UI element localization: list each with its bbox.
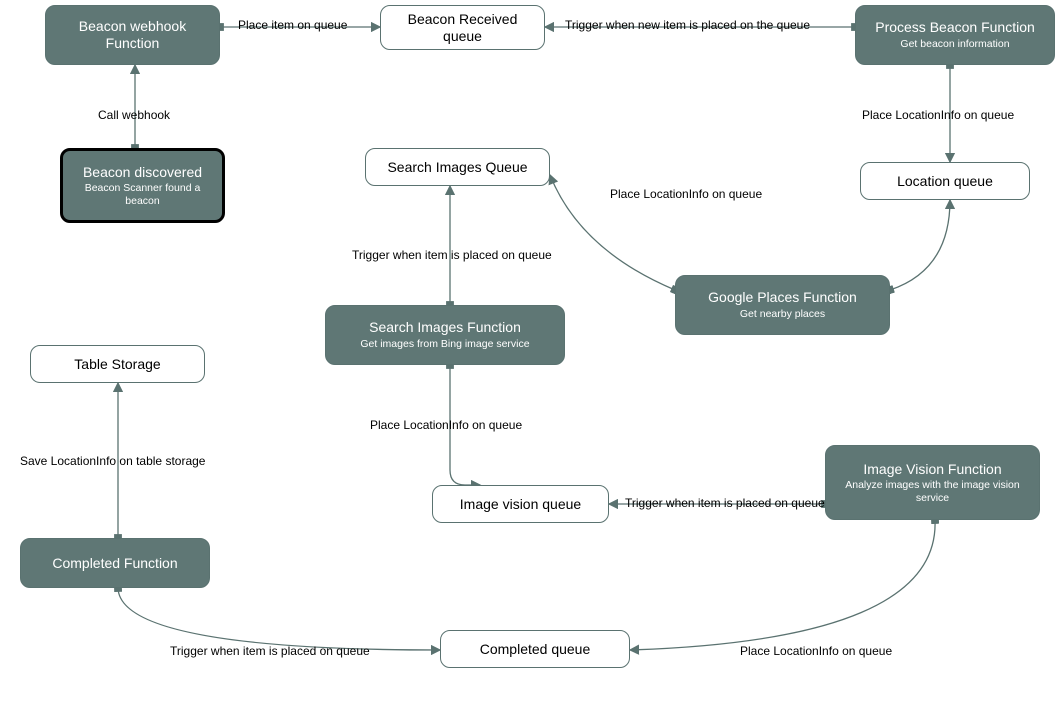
- node-title: Beacon Received queue: [389, 11, 536, 45]
- node-title: Image vision queue: [460, 496, 581, 513]
- edge-label: Trigger when item is placed on queue: [170, 644, 370, 658]
- node-search-images-fn: Search Images Function Get images from B…: [325, 305, 565, 365]
- edge-label: Call webhook: [98, 108, 170, 122]
- node-table-storage: Table Storage: [30, 345, 205, 383]
- node-image-vision-fn: Image Vision Function Analyze images wit…: [825, 445, 1040, 520]
- node-title: Image Vision Function: [863, 461, 1001, 478]
- node-subtitle: Get images from Bing image service: [360, 338, 529, 351]
- node-title: Table Storage: [74, 356, 160, 373]
- node-title: Completed queue: [480, 641, 591, 658]
- edge-label: Place LocationInfo on queue: [610, 187, 762, 201]
- node-subtitle: Get beacon information: [900, 38, 1009, 51]
- edge-label: Trigger when item is placed on queue: [625, 496, 825, 510]
- node-title: Search Images Queue: [387, 159, 527, 176]
- node-subtitle: Analyze images with the image vision ser…: [834, 479, 1031, 504]
- node-completed-queue: Completed queue: [440, 630, 630, 668]
- node-title: Location queue: [897, 173, 993, 190]
- node-subtitle: Beacon Scanner found a beacon: [71, 182, 214, 207]
- node-title: Google Places Function: [708, 289, 857, 306]
- node-beacon-received-queue: Beacon Received queue: [380, 5, 545, 50]
- node-title: Beacon discovered: [83, 164, 202, 181]
- edge-label: Save LocationInfo on table storage: [20, 454, 205, 468]
- node-title: Search Images Function: [369, 319, 521, 336]
- edge-label: Place LocationInfo on queue: [862, 108, 1014, 122]
- edge-label: Trigger when new item is placed on the q…: [565, 18, 810, 32]
- edge-label: Trigger when item is placed on queue: [352, 248, 552, 262]
- node-location-queue: Location queue: [860, 162, 1030, 200]
- node-google-places: Google Places Function Get nearby places: [675, 275, 890, 335]
- edge-label: Place LocationInfo on queue: [740, 644, 892, 658]
- node-beacon-discovered: Beacon discovered Beacon Scanner found a…: [60, 148, 225, 223]
- edge-label: Place item on queue: [238, 18, 347, 32]
- node-beacon-webhook: Beacon webhook Function: [45, 5, 220, 65]
- node-process-beacon: Process Beacon Function Get beacon infor…: [855, 5, 1055, 65]
- node-image-vision-queue: Image vision queue: [432, 485, 609, 523]
- node-title: Completed Function: [52, 555, 177, 572]
- node-search-images-queue: Search Images Queue: [365, 148, 550, 186]
- node-completed-fn: Completed Function: [20, 538, 210, 588]
- node-title: Beacon webhook Function: [54, 18, 211, 52]
- node-title: Process Beacon Function: [875, 19, 1035, 36]
- node-subtitle: Get nearby places: [740, 308, 825, 321]
- edge-label: Place LocationInfo on queue: [370, 418, 522, 432]
